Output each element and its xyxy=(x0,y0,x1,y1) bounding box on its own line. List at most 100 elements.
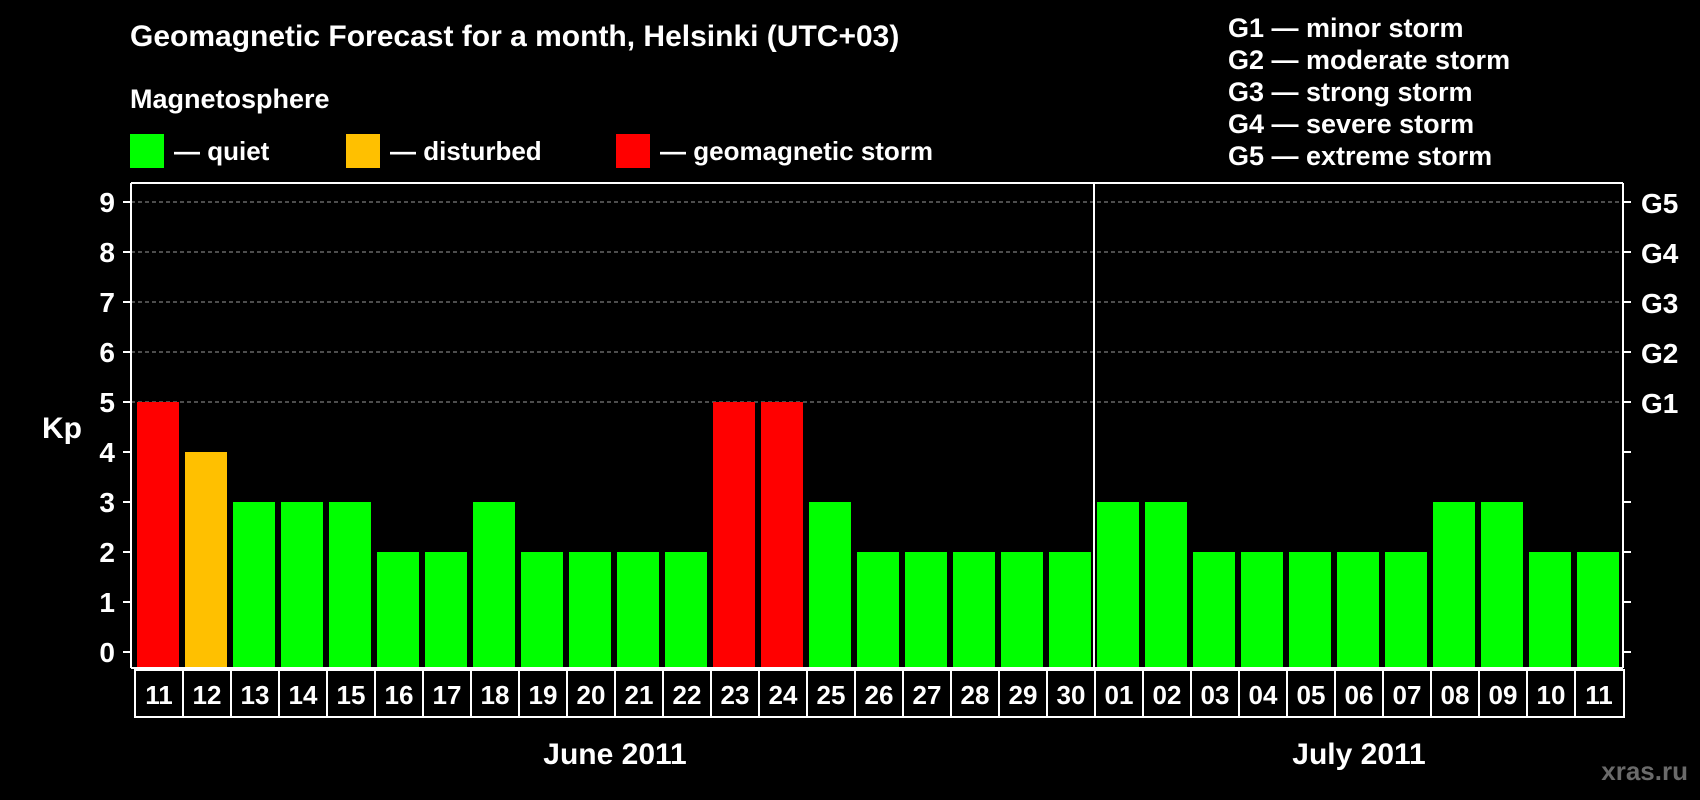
x-tick-label: 15 xyxy=(337,680,366,710)
x-tick-label: 07 xyxy=(1393,680,1422,710)
bar-quiet-22 xyxy=(1145,502,1187,668)
bar-quiet-11 xyxy=(617,552,659,668)
bar-quiet-26 xyxy=(1337,552,1379,668)
y-tick-label: 0 xyxy=(99,637,115,668)
bar-quiet-23 xyxy=(1193,552,1235,668)
legend-swatch-storm xyxy=(616,134,650,168)
y-tick-label: 2 xyxy=(99,537,115,568)
x-tick-label: 02 xyxy=(1153,680,1182,710)
bar-disturbed-2 xyxy=(185,452,227,668)
month-label: June 2011 xyxy=(543,738,686,771)
bar-quiet-15 xyxy=(809,502,851,668)
x-tick-label: 17 xyxy=(433,680,462,710)
x-tick-label: 28 xyxy=(961,680,990,710)
bar-quiet-27 xyxy=(1385,552,1427,668)
bar-quiet-7 xyxy=(425,552,467,668)
g-scale-axis-label: G2 xyxy=(1641,338,1678,369)
g-scale-item: G1 — minor storm xyxy=(1228,13,1464,43)
g-scale-item: G2 — moderate storm xyxy=(1228,45,1511,75)
g-scale-axis-label: G1 xyxy=(1641,388,1678,419)
x-tick-label: 19 xyxy=(529,680,558,710)
x-tick-label: 20 xyxy=(577,680,606,710)
bar-quiet-21 xyxy=(1097,502,1139,668)
x-tick-label: 10 xyxy=(1537,680,1566,710)
x-tick-label: 12 xyxy=(193,680,222,710)
x-tick-label: 09 xyxy=(1489,680,1518,710)
y-tick-label: 7 xyxy=(99,287,115,318)
bar-storm-1 xyxy=(137,402,179,668)
x-tick-label: 08 xyxy=(1441,680,1470,710)
chart-title: Geomagnetic Forecast for a month, Helsin… xyxy=(130,20,900,53)
bar-storm-14 xyxy=(761,402,803,668)
legend-swatch-disturbed xyxy=(346,134,380,168)
y-tick-label: 8 xyxy=(99,237,115,268)
bar-quiet-30 xyxy=(1529,552,1571,668)
y-tick-label: 6 xyxy=(99,337,115,368)
y-tick-label: 9 xyxy=(99,187,115,218)
legend-swatch-quiet xyxy=(130,134,164,168)
x-tick-label: 13 xyxy=(241,680,270,710)
x-tick-label: 22 xyxy=(673,680,702,710)
x-tick-label: 18 xyxy=(481,680,510,710)
y-tick-label: 1 xyxy=(99,587,115,618)
x-tick-label: 05 xyxy=(1297,680,1326,710)
x-tick-label: 25 xyxy=(817,680,846,710)
x-tick-label: 21 xyxy=(625,680,654,710)
day-label-row xyxy=(134,669,1625,718)
g-scale-axis-label: G5 xyxy=(1641,188,1678,219)
legend-label-disturbed: — disturbed xyxy=(390,135,542,166)
x-tick-label: 11 xyxy=(1585,680,1613,710)
bar-quiet-9 xyxy=(521,552,563,668)
bar-quiet-4 xyxy=(281,502,323,668)
bar-quiet-6 xyxy=(377,552,419,668)
g-scale-legend: G1 — minor storm G2 — moderate storm G3 … xyxy=(1228,12,1510,172)
bar-quiet-16 xyxy=(857,552,899,668)
month-label: July 2011 xyxy=(1292,738,1425,771)
x-tick-label: 30 xyxy=(1057,680,1086,710)
legend-item-quiet: — quiet xyxy=(130,134,269,168)
x-tick-label: 01 xyxy=(1105,680,1134,710)
bar-quiet-24 xyxy=(1241,552,1283,668)
bar-quiet-28 xyxy=(1433,502,1475,668)
bar-storm-13 xyxy=(713,402,755,668)
g-scale-axis-label: G4 xyxy=(1641,238,1679,269)
x-tick-label: 14 xyxy=(289,680,318,710)
x-tick-label: 24 xyxy=(769,680,798,710)
x-tick-label: 06 xyxy=(1345,680,1374,710)
bar-quiet-25 xyxy=(1289,552,1331,668)
x-tick-label: 03 xyxy=(1201,680,1230,710)
y-tick-label: 3 xyxy=(99,487,115,518)
bar-quiet-10 xyxy=(569,552,611,668)
x-tick-label: 04 xyxy=(1249,680,1278,710)
g-scale-item: G4 — severe storm xyxy=(1228,109,1475,139)
bar-quiet-20 xyxy=(1049,552,1091,668)
bar-quiet-8 xyxy=(473,502,515,668)
y-tick-label: 4 xyxy=(99,437,115,468)
g-scale-item: G3 — strong storm xyxy=(1228,77,1473,107)
legend-item-storm: — geomagnetic storm xyxy=(616,134,933,168)
x-tick-label: 16 xyxy=(385,680,414,710)
g-scale-item: G5 — extreme storm xyxy=(1228,141,1493,171)
bar-quiet-12 xyxy=(665,552,707,668)
x-tick-label: 11 xyxy=(145,680,173,710)
bar-quiet-29 xyxy=(1481,502,1523,668)
x-tick-label: 27 xyxy=(913,680,942,710)
bar-quiet-18 xyxy=(953,552,995,668)
legend-item-disturbed: — disturbed xyxy=(346,134,542,168)
x-tick-label: 26 xyxy=(865,680,894,710)
legend-label-storm: — geomagnetic storm xyxy=(660,135,934,166)
y-axis-title: Kp xyxy=(42,412,82,445)
x-tick-label: 23 xyxy=(721,680,750,710)
g-scale-axis-label: G3 xyxy=(1641,288,1678,319)
watermark: xras.ru xyxy=(1601,756,1688,786)
x-tick-label: 29 xyxy=(1009,680,1038,710)
bar-quiet-19 xyxy=(1001,552,1043,668)
bar-quiet-5 xyxy=(329,502,371,668)
bar-quiet-31 xyxy=(1577,552,1619,668)
y-tick-label: 5 xyxy=(99,387,115,418)
legend-heading: Magnetosphere xyxy=(130,84,330,114)
legend-label-quiet: — quiet xyxy=(174,135,270,166)
bar-quiet-17 xyxy=(905,552,947,668)
bar-quiet-3 xyxy=(233,502,275,668)
